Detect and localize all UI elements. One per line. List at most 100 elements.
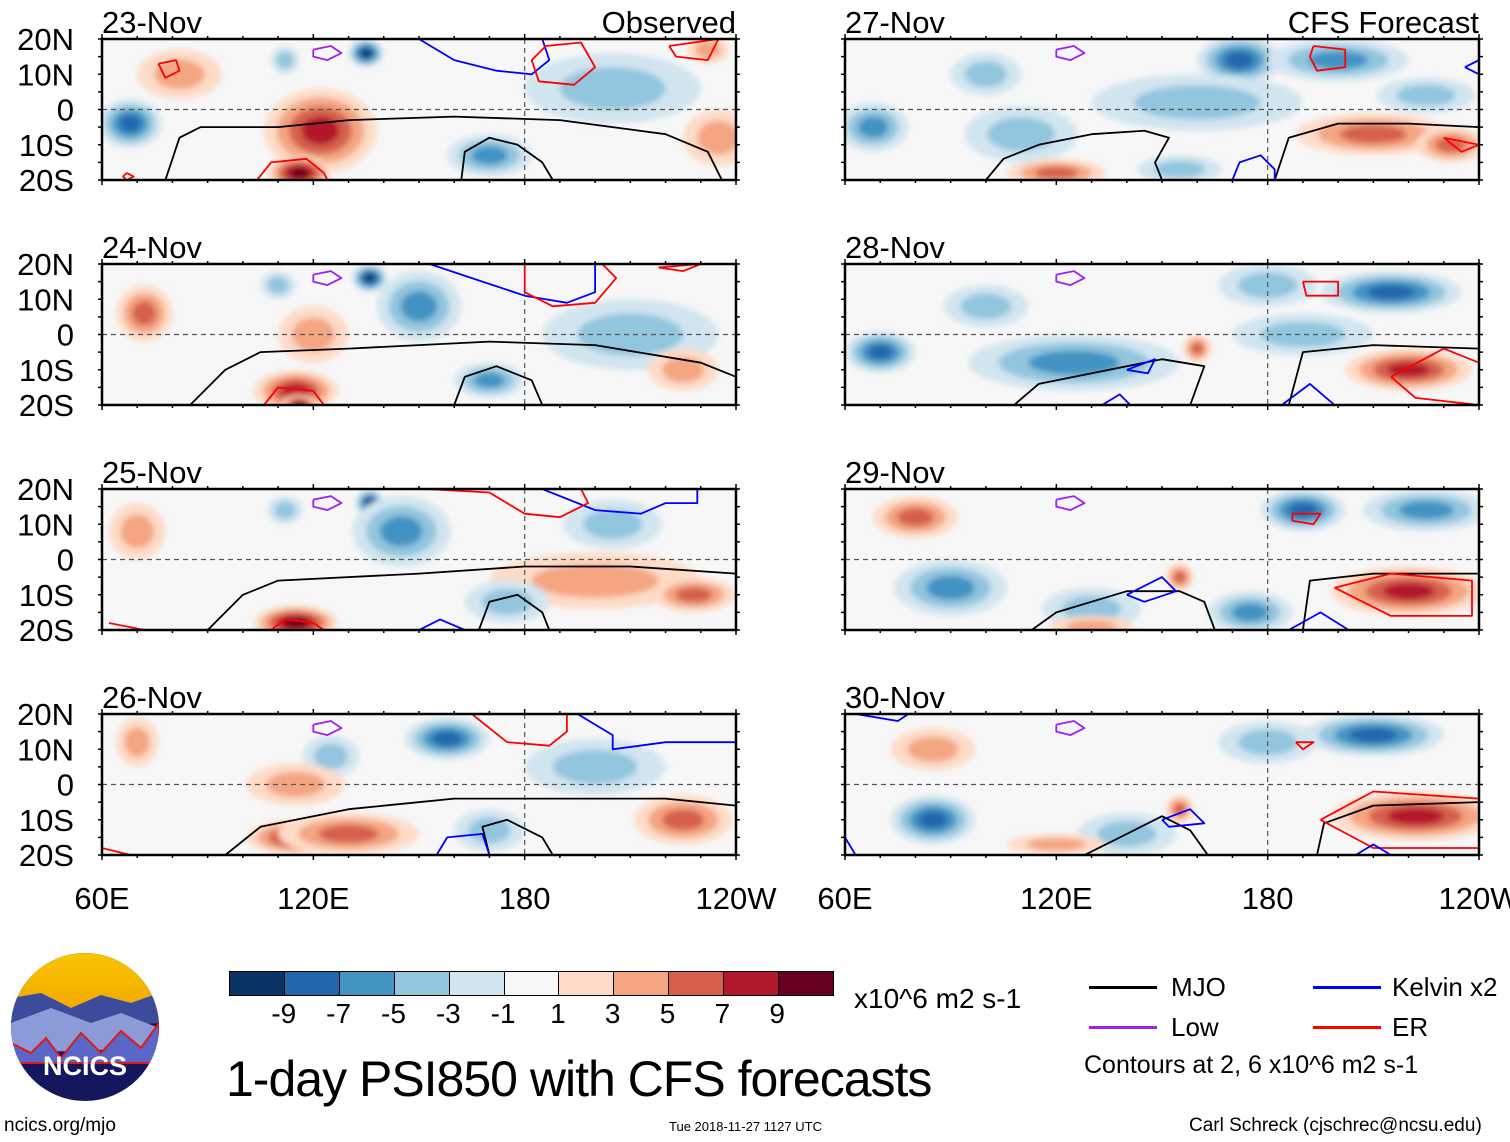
mjo-contour [1287, 344, 1479, 405]
shading-layer [845, 489, 1479, 630]
lat-tick-label: 10N [17, 507, 74, 542]
er-contour [1295, 741, 1315, 751]
anomaly-shading [267, 276, 289, 294]
kelvin-contour [845, 836, 857, 855]
kelvin-contour [1126, 358, 1156, 375]
lat-tick-label: 10S [19, 578, 74, 613]
er-contour [157, 59, 181, 79]
anomaly-shading [132, 301, 157, 326]
colorbar-swatch [559, 972, 615, 995]
mjo-contour [1302, 572, 1479, 630]
low-contour [1055, 45, 1086, 61]
anomaly-shading [433, 731, 462, 746]
anomaly-shading [1349, 728, 1397, 743]
er-contour [425, 489, 589, 519]
low-contour [312, 495, 343, 511]
anomaly-shading [1307, 51, 1369, 70]
colorbar-units: x10^6 m2 s-1 [854, 983, 1022, 1014]
kelvin-contour [577, 714, 736, 751]
kelvin-contour [1231, 154, 1276, 180]
colorbar-swatch [449, 972, 505, 995]
anomaly-shading [290, 168, 308, 178]
colorbar [229, 971, 834, 996]
colorbar-swatch [614, 972, 670, 995]
kelvin-contour [1464, 59, 1479, 76]
panel-source-label: CFS Forecast [1288, 5, 1480, 40]
anomaly-shading [1231, 603, 1269, 622]
anomaly-shading [281, 383, 310, 398]
anomaly-shading [318, 824, 379, 843]
colorbar-swatch [669, 972, 725, 995]
ncics-logo: NCICS [11, 953, 159, 1101]
lat-tick-label: 10N [17, 57, 74, 92]
shading-layer [102, 489, 736, 630]
er-contour [1443, 136, 1479, 153]
anomaly-shading [926, 575, 975, 600]
er-contour [401, 714, 568, 747]
anomaly-shading [119, 115, 141, 132]
anomaly-shading [868, 345, 892, 360]
panel-date: 23-Nov [102, 5, 202, 40]
panel-date: 25-Nov [102, 455, 202, 490]
kelvin-contour [1161, 808, 1206, 828]
er-contour [1334, 572, 1473, 617]
anomaly-shading [1026, 838, 1086, 851]
er-contour [1320, 790, 1479, 849]
colorbar-tick-label: -7 [326, 998, 352, 1029]
kelvin-contour [418, 39, 551, 76]
lat-tick-label: 20N [17, 697, 74, 732]
lat-tick-label: 0 [57, 93, 74, 128]
shading-layer [845, 714, 1479, 855]
low-contour [1055, 270, 1086, 286]
anomaly-shading [662, 357, 705, 383]
er-contour [1291, 512, 1322, 526]
shading-layer [102, 39, 736, 180]
anomaly-shading [1133, 85, 1261, 120]
mjo-contour [453, 365, 544, 405]
lon-tick-label: 120W [1439, 881, 1510, 916]
legend-kelvin-label: Kelvin x2 [1392, 972, 1498, 1002]
lat-tick-label: 10N [17, 282, 74, 317]
anomaly-shading [364, 274, 375, 282]
panel-date: 26-Nov [102, 680, 202, 715]
panel-date: 27-Nov [845, 5, 945, 40]
anomaly-shading [120, 514, 155, 549]
footer-url[interactable]: ncics.org/mjo [4, 1115, 116, 1136]
lat-tick-label: 20S [19, 613, 74, 648]
mjo-contour [460, 136, 554, 180]
anomaly-shading [695, 41, 721, 59]
mjo-contour [207, 565, 736, 630]
lat-tick-label: 0 [57, 318, 74, 353]
legend-er-label: ER [1392, 1012, 1429, 1042]
legend-mjo-label: MJO [1171, 972, 1226, 1002]
shading-layer [102, 264, 736, 405]
colorbar-tick-label: -3 [435, 998, 461, 1029]
anomaly-shading [1260, 321, 1346, 348]
anomaly-shading [1396, 84, 1456, 106]
shading-layer [845, 264, 1479, 405]
anomaly-shading [468, 817, 511, 843]
mjo-contour [478, 593, 551, 630]
lon-tick-label: 120W [696, 881, 778, 916]
anomaly-shading [697, 120, 736, 155]
colorbar-tick-label: 3 [604, 998, 621, 1029]
kelvin-contour [1281, 383, 1336, 405]
lat-tick-label: 10N [17, 732, 74, 767]
colorbar-swatch [339, 972, 395, 995]
anomaly-shading [1173, 571, 1186, 584]
logo-text: NCICS [42, 1051, 127, 1081]
anomaly-shading [675, 587, 712, 603]
panel-date: 29-Nov [845, 455, 945, 490]
lat-tick-label: 0 [57, 543, 74, 578]
colorbar-swatch [394, 972, 450, 995]
anomaly-shading [552, 749, 638, 784]
colorbar-swatch [724, 972, 780, 995]
contour-note: Contours at 2, 6 x10^6 m2 s-1 [1084, 1051, 1419, 1079]
er-contour [658, 264, 702, 272]
legend-mjo-line [1089, 986, 1157, 989]
lat-tick-label: 20S [19, 838, 74, 873]
kelvin-contour [855, 714, 909, 722]
kelvin-contour [541, 489, 699, 515]
